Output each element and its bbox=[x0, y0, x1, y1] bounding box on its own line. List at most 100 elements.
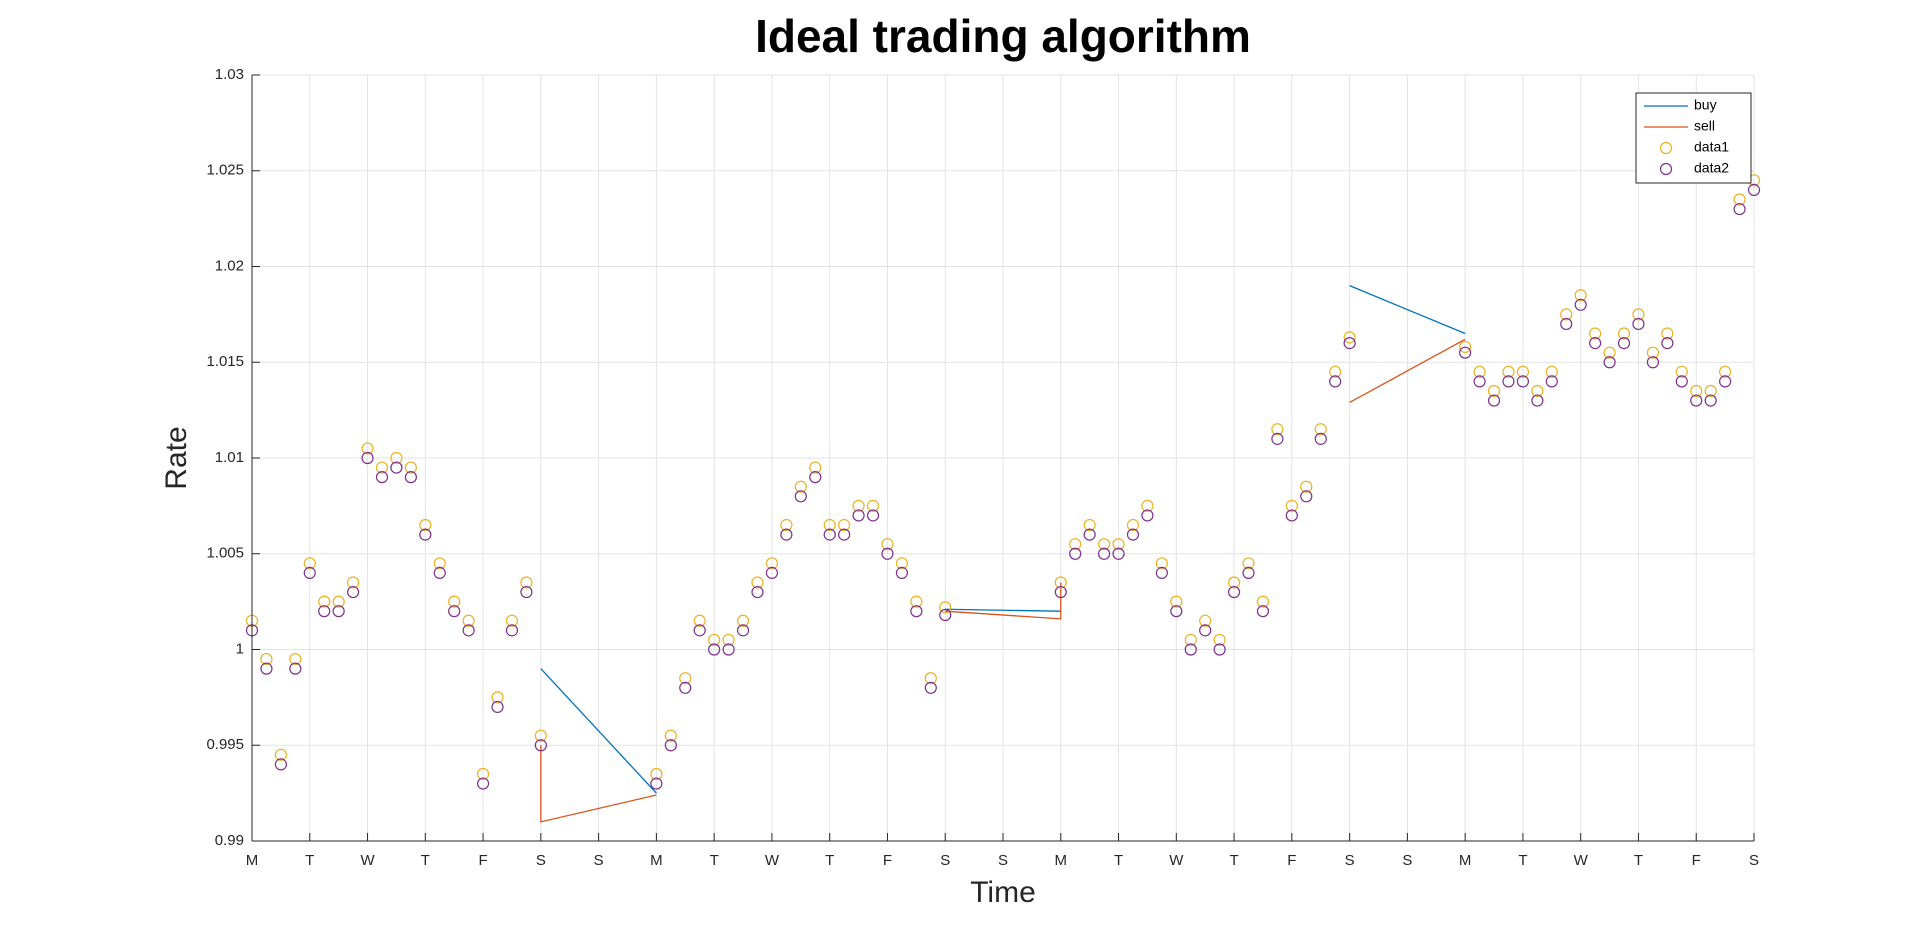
x-tick-label: F bbox=[883, 852, 892, 869]
marker bbox=[1227, 576, 1241, 589]
marker bbox=[1603, 356, 1616, 369]
y-tick-label: 1.03 bbox=[215, 66, 244, 83]
marker bbox=[1069, 547, 1082, 560]
marker bbox=[520, 585, 533, 599]
y-tick-label: 1.01 bbox=[215, 449, 244, 466]
marker bbox=[1459, 340, 1472, 354]
marker bbox=[939, 608, 952, 622]
marker bbox=[476, 767, 490, 781]
marker bbox=[433, 566, 446, 580]
marker bbox=[1097, 547, 1111, 560]
marker bbox=[1184, 643, 1197, 656]
marker bbox=[1675, 375, 1688, 388]
marker bbox=[1733, 202, 1746, 216]
x-tick-label: T bbox=[1114, 852, 1123, 869]
x-tick-label: T bbox=[1518, 852, 1527, 869]
marker bbox=[1141, 509, 1154, 522]
marker bbox=[289, 662, 302, 675]
marker bbox=[924, 681, 937, 694]
marker bbox=[838, 528, 851, 541]
marker bbox=[809, 461, 822, 474]
marker bbox=[1300, 480, 1313, 493]
marker bbox=[1704, 394, 1717, 407]
marker bbox=[1343, 331, 1356, 344]
grid bbox=[251, 74, 1755, 842]
marker bbox=[939, 601, 952, 614]
marker bbox=[1141, 499, 1154, 512]
marker bbox=[462, 624, 475, 637]
marker bbox=[736, 624, 750, 637]
marker bbox=[1242, 566, 1255, 580]
y-tick-label: 0.99 bbox=[215, 832, 244, 849]
x-tick-label: T bbox=[825, 852, 834, 869]
marker bbox=[1314, 432, 1327, 445]
marker bbox=[679, 681, 692, 694]
line bbox=[945, 608, 1061, 612]
marker bbox=[1502, 365, 1515, 378]
x-tick-label: W bbox=[1574, 852, 1589, 869]
legend-label: sell bbox=[1694, 118, 1715, 134]
marker bbox=[1170, 605, 1183, 618]
legend-box bbox=[1635, 92, 1752, 184]
marker bbox=[1545, 365, 1558, 378]
marker bbox=[679, 672, 692, 685]
marker bbox=[780, 528, 793, 541]
marker bbox=[1733, 193, 1746, 206]
marker bbox=[303, 566, 316, 580]
marker bbox=[650, 777, 663, 790]
marker bbox=[1574, 289, 1587, 302]
line bbox=[540, 745, 657, 823]
marker bbox=[534, 729, 547, 742]
legend: buy sell data1 data2 bbox=[1635, 92, 1752, 184]
marker bbox=[708, 633, 721, 647]
marker bbox=[693, 614, 706, 627]
marker bbox=[736, 614, 750, 627]
marker bbox=[491, 700, 504, 714]
marker bbox=[895, 566, 909, 580]
marker bbox=[1704, 384, 1717, 398]
marker bbox=[838, 518, 851, 532]
line bbox=[1349, 285, 1466, 335]
marker bbox=[1329, 365, 1342, 378]
marker bbox=[1560, 317, 1573, 331]
marker bbox=[346, 576, 360, 589]
marker bbox=[505, 624, 519, 637]
marker bbox=[1083, 528, 1096, 541]
marker bbox=[1502, 375, 1515, 388]
marker bbox=[1054, 576, 1067, 589]
marker bbox=[1213, 643, 1226, 656]
x-tick-label: W bbox=[765, 852, 780, 869]
y-tick-label: 1.02 bbox=[215, 257, 244, 274]
x-tick-label: T bbox=[1634, 852, 1643, 869]
marker bbox=[1069, 538, 1082, 551]
marker bbox=[1213, 633, 1226, 647]
marker bbox=[260, 652, 273, 666]
marker bbox=[1083, 518, 1096, 532]
marker bbox=[1487, 394, 1501, 407]
x-tick-label: S bbox=[536, 852, 546, 869]
x-tick-label: M bbox=[1055, 852, 1068, 869]
legend-swatch bbox=[1659, 162, 1673, 176]
marker bbox=[1516, 365, 1530, 378]
y-tick-label: 1.025 bbox=[206, 162, 244, 179]
legend-swatch bbox=[1659, 141, 1673, 155]
x-tick-label: M bbox=[650, 852, 663, 869]
marker bbox=[505, 614, 519, 627]
marker bbox=[924, 672, 937, 685]
marker bbox=[419, 518, 432, 532]
marker bbox=[1126, 528, 1140, 541]
marker bbox=[1531, 384, 1544, 398]
marker bbox=[794, 490, 807, 503]
marker bbox=[1459, 346, 1472, 359]
marker bbox=[1170, 595, 1183, 608]
marker bbox=[708, 643, 721, 656]
marker bbox=[1661, 327, 1674, 340]
marker bbox=[1184, 633, 1197, 647]
marker bbox=[1574, 298, 1587, 311]
marker bbox=[375, 471, 389, 484]
marker bbox=[1690, 384, 1703, 398]
marker bbox=[1300, 490, 1313, 503]
marker bbox=[1155, 557, 1168, 570]
marker bbox=[303, 557, 316, 570]
